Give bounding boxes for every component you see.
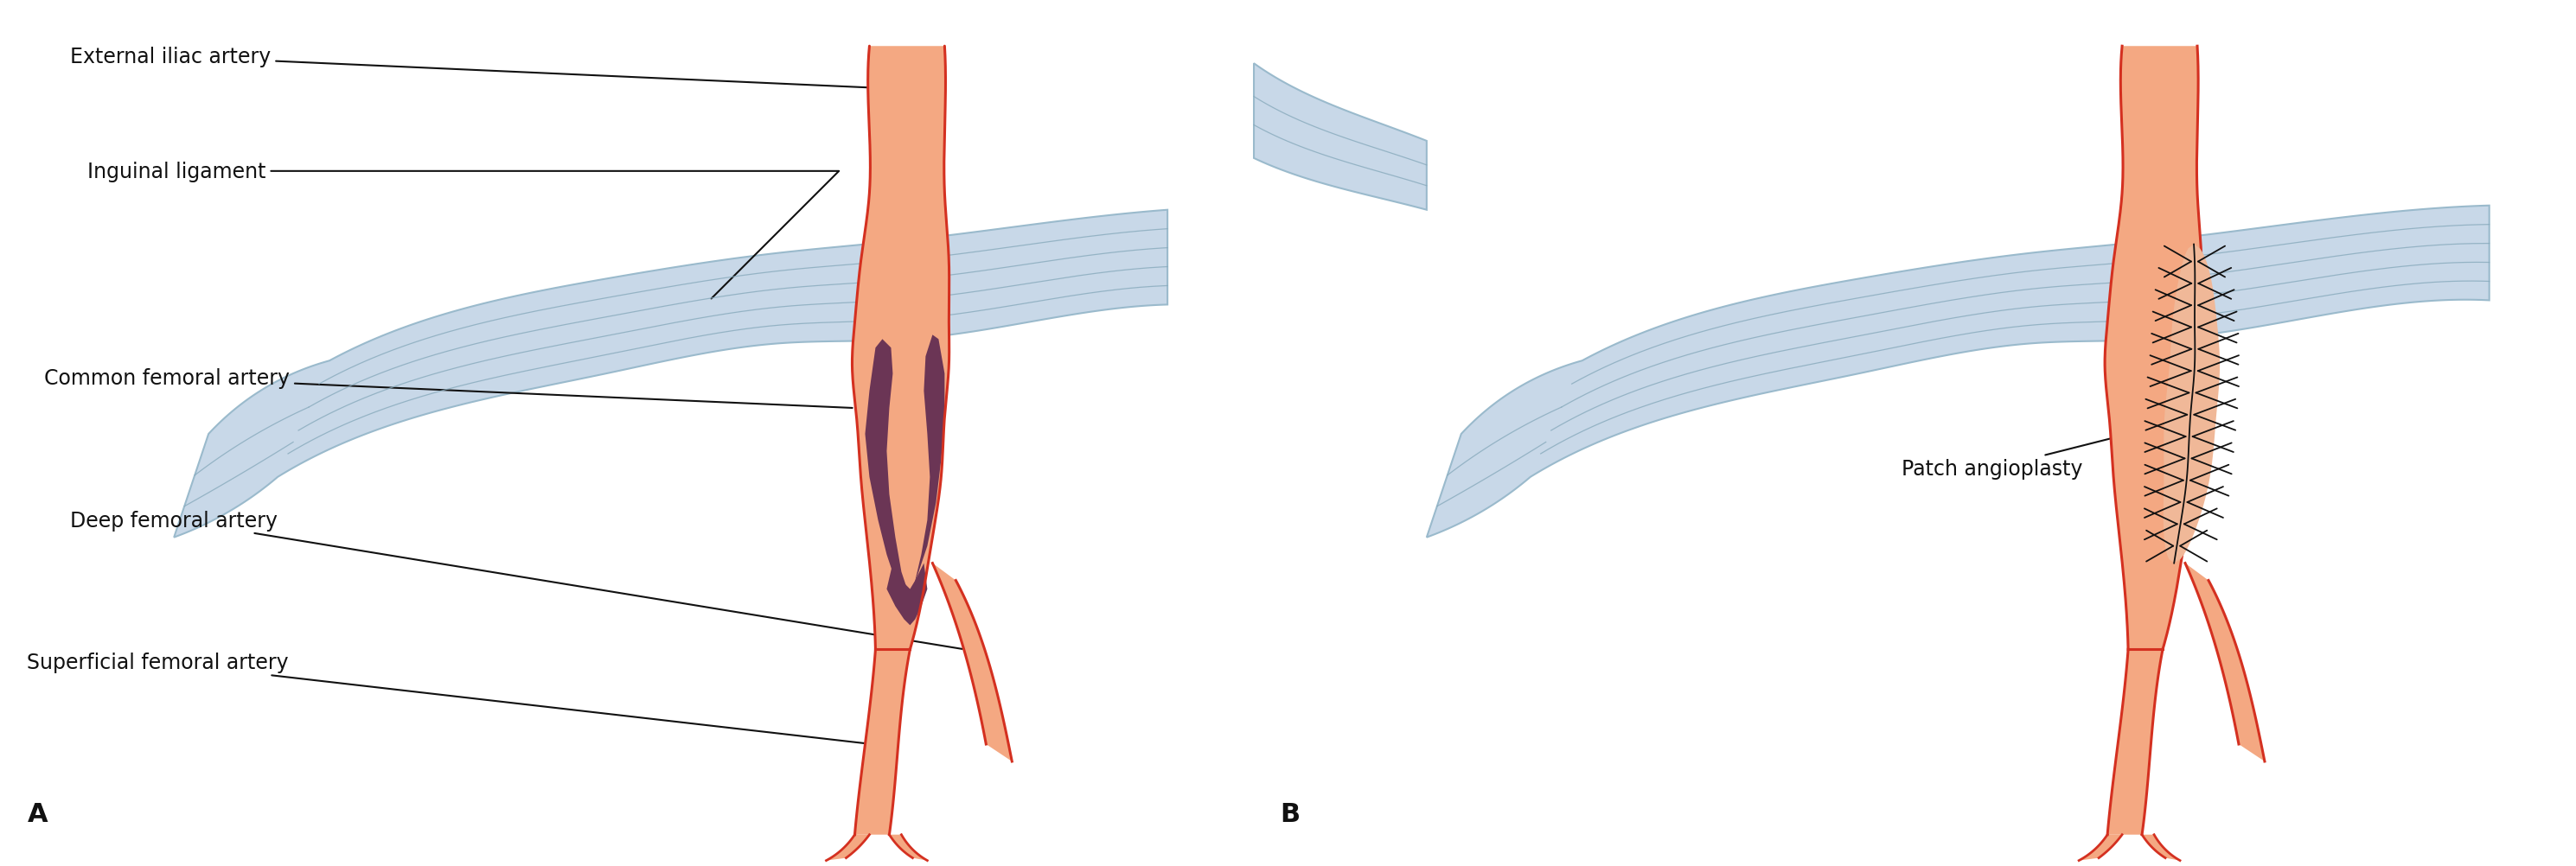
Polygon shape: [853, 47, 948, 649]
Text: A: A: [28, 801, 46, 826]
Polygon shape: [2184, 564, 2264, 761]
Polygon shape: [855, 650, 909, 835]
Polygon shape: [175, 210, 1167, 538]
Text: Superficial femoral artery: Superficial femoral artery: [28, 652, 871, 744]
Polygon shape: [909, 335, 945, 598]
Polygon shape: [886, 564, 927, 625]
Polygon shape: [889, 835, 927, 861]
Text: Inguinal ligament: Inguinal ligament: [88, 161, 840, 299]
Polygon shape: [2107, 650, 2164, 835]
Polygon shape: [1255, 64, 1427, 210]
Text: Deep femoral artery: Deep femoral artery: [70, 510, 961, 650]
Polygon shape: [2164, 245, 2221, 564]
Polygon shape: [866, 339, 909, 598]
Text: Patch angioplasty: Patch angioplasty: [1901, 417, 2195, 479]
Polygon shape: [2079, 835, 2123, 861]
Polygon shape: [2105, 47, 2202, 649]
Polygon shape: [827, 835, 871, 861]
Text: B: B: [1280, 801, 1301, 826]
Polygon shape: [933, 564, 1012, 761]
Text: External iliac artery: External iliac artery: [70, 47, 902, 90]
Polygon shape: [1427, 206, 2488, 538]
Text: Common femoral artery: Common femoral artery: [44, 368, 853, 409]
Polygon shape: [2143, 835, 2179, 861]
